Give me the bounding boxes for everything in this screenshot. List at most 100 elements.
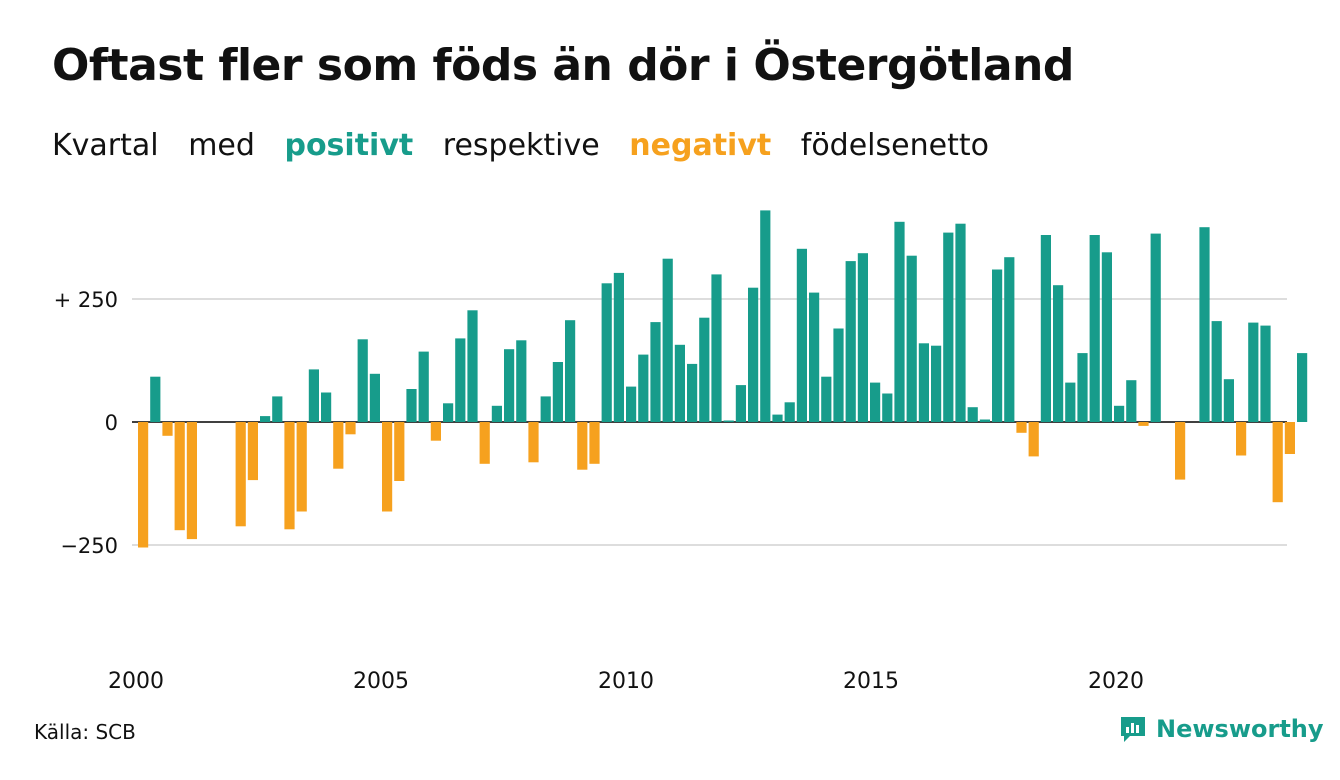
bar-2005-Q3: [406, 389, 417, 422]
bar-2018-Q4: [1053, 285, 1064, 422]
bar-2014-Q1: [821, 376, 832, 422]
bar-2008-Q1: [528, 422, 539, 463]
bar-2019-Q3: [1089, 235, 1100, 422]
bar-2018-Q1: [1016, 422, 1027, 433]
bar-2023-Q3: [1284, 422, 1295, 454]
bar-2016-Q1: [918, 343, 929, 422]
bar-2015-Q4: [906, 255, 917, 422]
bar-2014-Q3: [845, 261, 856, 422]
bar-2013-Q2: [784, 402, 795, 422]
bar-2004-Q2: [345, 422, 356, 435]
bar-2007-Q1: [479, 422, 490, 464]
bar-2005-Q2: [394, 422, 405, 481]
subtitle-word-fodelsenetto: födelsenetto: [800, 128, 989, 163]
bar-2010-Q2: [638, 354, 649, 422]
bar-2018-Q3: [1040, 235, 1051, 422]
bar-2013-Q4: [809, 292, 820, 422]
bar-2009-Q1: [577, 422, 588, 470]
bar-2003-Q4: [321, 392, 332, 422]
bar-2018-Q2: [1028, 422, 1039, 457]
bar-2010-Q3: [650, 322, 661, 422]
x-tick-label: 2020: [1088, 669, 1144, 694]
bar-2023-Q1: [1260, 325, 1271, 422]
bar-2006-Q4: [467, 310, 478, 422]
bar-2002-Q2: [247, 422, 258, 481]
bar-2022-Q3: [1236, 422, 1247, 456]
bar-2021-Q2: [1175, 422, 1186, 480]
bar-2017-Q4: [1004, 257, 1015, 422]
subtitle-word-med: med: [188, 128, 255, 163]
bar-2009-Q4: [613, 272, 624, 422]
source-note: Källa: SCB: [34, 720, 136, 744]
y-tick-label: 0: [105, 411, 118, 435]
bar-2011-Q3: [699, 317, 710, 422]
bar-2000-Q4: [174, 422, 185, 531]
subtitle-negative-legend: negativt: [629, 128, 772, 163]
bar-2020-Q2: [1126, 380, 1137, 422]
bar-2016-Q3: [943, 232, 954, 422]
bar-2004-Q4: [369, 373, 380, 422]
bar-2014-Q2: [833, 328, 844, 422]
bar-2002-Q1: [235, 422, 246, 527]
bar-2017-Q2: [979, 419, 990, 422]
bar-2002-Q4: [272, 396, 283, 422]
bar-2004-Q1: [333, 422, 344, 469]
chart-title: Oftast fler som föds än dör i Östergötla…: [52, 40, 1074, 91]
bar-2010-Q1: [626, 386, 637, 422]
bar-2023-Q4: [1297, 353, 1308, 422]
bar-2015-Q3: [894, 221, 905, 422]
bar-2000-Q2: [150, 376, 161, 422]
subtitle-positive-legend: positivt: [284, 128, 414, 163]
bar-2009-Q2: [589, 422, 600, 464]
x-tick-label: 2015: [843, 669, 899, 694]
y-tick-label: + 250: [54, 288, 118, 312]
bar-2007-Q3: [504, 349, 515, 422]
x-tick-label: 2010: [598, 669, 654, 694]
bar-2009-Q3: [601, 283, 612, 422]
subtitle-word-respektive: respektive: [442, 128, 600, 163]
bar-2019-Q1: [1065, 382, 1076, 422]
x-tick-label: 2000: [108, 669, 164, 694]
bar-2008-Q3: [552, 362, 563, 422]
bar-2023-Q2: [1272, 422, 1283, 503]
bar-chart-speech-icon: [1121, 717, 1145, 742]
bar-2002-Q3: [260, 416, 271, 422]
bar-2005-Q1: [382, 422, 393, 512]
bar-2008-Q4: [565, 320, 576, 422]
bar-2011-Q2: [687, 363, 698, 422]
bar-2006-Q3: [455, 338, 466, 422]
logo-text: Newsworthy: [1156, 715, 1324, 743]
bar-2022-Q2: [1223, 379, 1234, 422]
bar-2020-Q1: [1114, 405, 1125, 422]
bar-2004-Q3: [357, 339, 368, 422]
bar-2011-Q1: [674, 344, 685, 422]
bar-2016-Q2: [931, 345, 942, 422]
bar-2015-Q2: [882, 393, 893, 422]
y-tick-label: −250: [60, 534, 118, 558]
bar-2006-Q2: [443, 403, 454, 422]
bar-2021-Q4: [1199, 227, 1210, 422]
bar-2022-Q4: [1248, 322, 1259, 422]
bar-2014-Q4: [857, 253, 868, 422]
bar-2000-Q3: [162, 422, 173, 436]
bar-2003-Q2: [296, 422, 307, 512]
bar-2015-Q1: [870, 382, 881, 422]
bar-2003-Q1: [284, 422, 295, 530]
bar-2011-Q4: [711, 274, 722, 422]
newsworthy-logo: Newsworthy: [1118, 714, 1324, 744]
bar-2000-Q1: [138, 422, 149, 548]
labels-layer: + 250 0 −250 2000 2005 2010 2015 2020: [54, 288, 1144, 694]
bar-2019-Q4: [1101, 252, 1112, 422]
bar-2017-Q1: [967, 407, 978, 422]
bar-2010-Q4: [662, 258, 673, 422]
bar-2012-Q4: [760, 210, 771, 422]
bar-2012-Q2: [735, 385, 746, 422]
bar-2006-Q1: [430, 422, 441, 441]
bar-2003-Q3: [308, 369, 319, 422]
bar-2019-Q2: [1077, 353, 1088, 422]
x-tick-label: 2005: [353, 669, 409, 694]
bars-layer: [138, 210, 1308, 548]
bar-2022-Q1: [1211, 321, 1222, 422]
bar-2012-Q3: [748, 287, 759, 422]
